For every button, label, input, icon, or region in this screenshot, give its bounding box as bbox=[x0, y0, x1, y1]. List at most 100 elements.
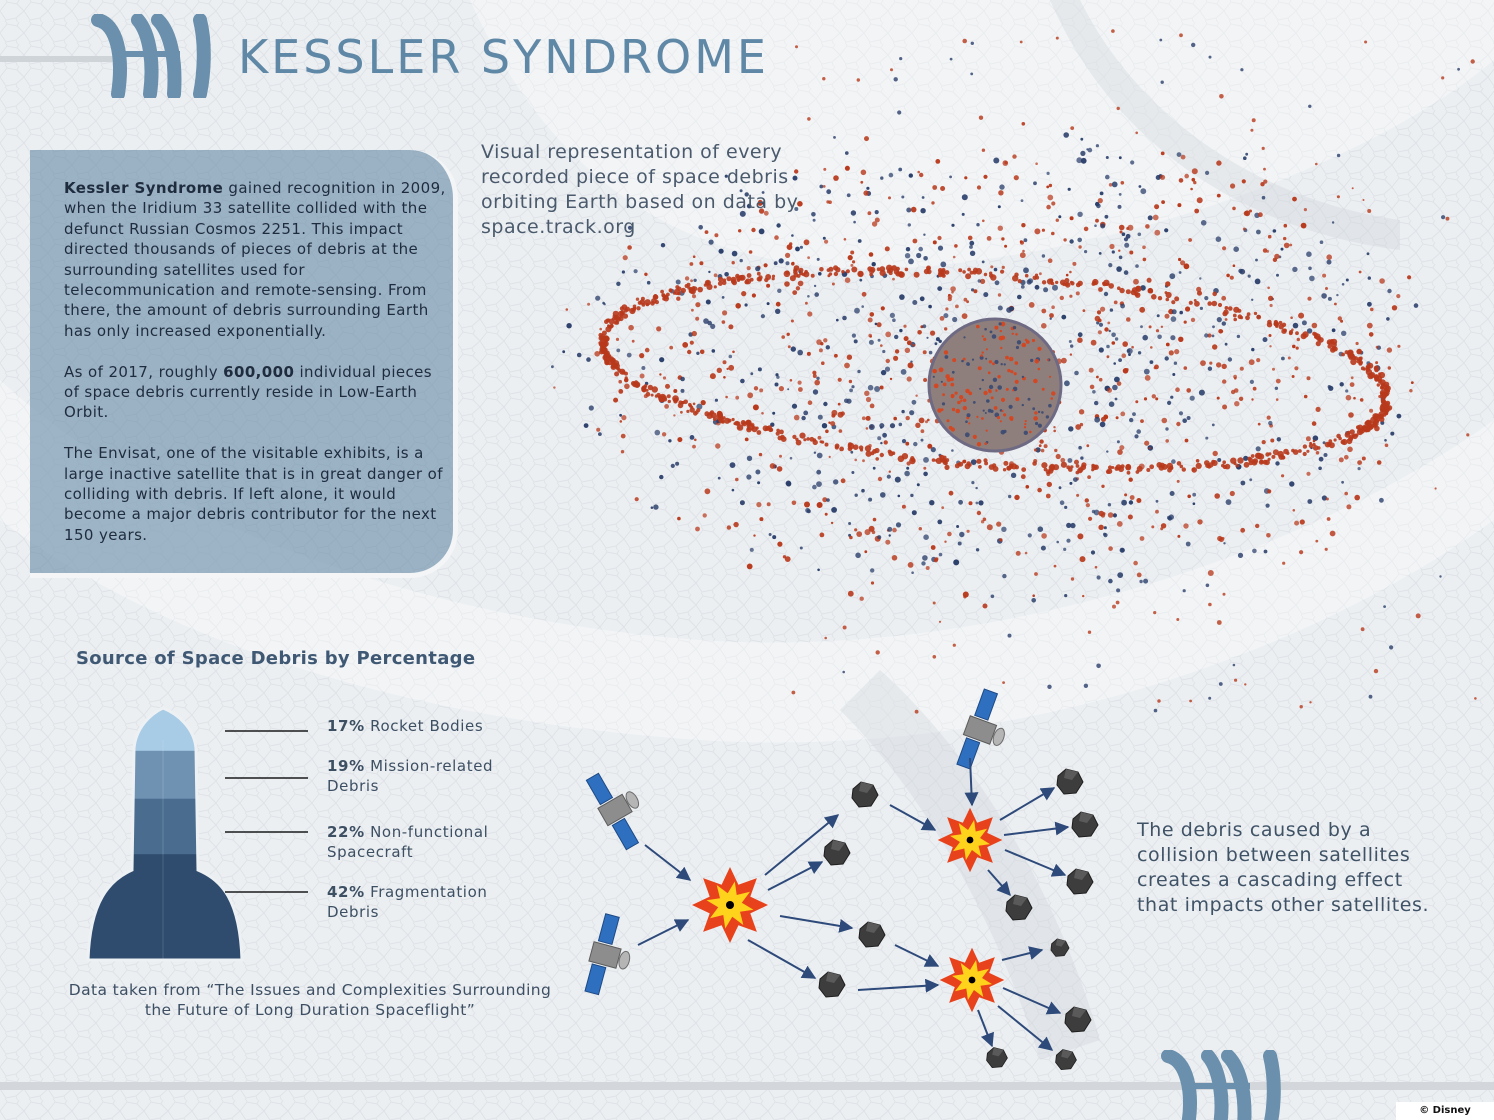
debris-dot bbox=[1097, 330, 1102, 335]
debris-dot bbox=[1281, 455, 1285, 460]
debris-icon bbox=[1056, 768, 1084, 795]
debris-dot bbox=[1124, 493, 1128, 497]
debris-dot bbox=[1080, 150, 1086, 156]
debris-dot bbox=[721, 296, 725, 299]
debris-dot bbox=[954, 244, 958, 248]
debris-dot bbox=[807, 256, 810, 259]
debris-dot bbox=[1099, 191, 1104, 196]
debris-dot bbox=[1034, 411, 1038, 415]
debris-dot bbox=[1032, 594, 1035, 597]
debris-dot bbox=[744, 303, 748, 307]
source-note: Data taken from “The Issues and Complexi… bbox=[68, 981, 552, 1019]
debris-dot bbox=[1212, 450, 1218, 457]
debris-dot bbox=[1064, 505, 1068, 509]
debris-dot bbox=[899, 294, 905, 300]
debris-dot bbox=[976, 510, 982, 516]
debris-dot bbox=[777, 541, 783, 547]
debris-dot bbox=[766, 302, 770, 306]
debris-dot bbox=[876, 322, 882, 328]
debris-dot bbox=[1318, 466, 1322, 471]
debris-dot bbox=[759, 517, 764, 522]
debris-dot bbox=[934, 342, 938, 346]
debris-dot bbox=[1299, 705, 1303, 709]
debris-dot bbox=[1046, 185, 1050, 189]
debris-dot bbox=[1158, 464, 1165, 471]
arrow-icon bbox=[894, 944, 940, 967]
debris-dot bbox=[1170, 395, 1174, 399]
debris-dot bbox=[699, 261, 704, 266]
debris-dot bbox=[844, 362, 850, 369]
debris-dot bbox=[624, 383, 630, 390]
debris-dot bbox=[641, 387, 647, 393]
debris-dot bbox=[1069, 239, 1074, 244]
debris-dot bbox=[1385, 393, 1389, 397]
debris-dot bbox=[962, 357, 966, 361]
debris-dot bbox=[1033, 416, 1038, 421]
debris-dot bbox=[834, 443, 840, 449]
debris-dot bbox=[1169, 466, 1174, 470]
debris-dot bbox=[1116, 521, 1123, 527]
debris-dot bbox=[987, 408, 992, 413]
debris-dot bbox=[1111, 181, 1118, 188]
debris-dot bbox=[1327, 341, 1331, 345]
debris-dot bbox=[1035, 275, 1040, 280]
debris-dot bbox=[1157, 334, 1162, 340]
debris-dot bbox=[1034, 359, 1040, 364]
legend-pct: 17% bbox=[327, 717, 365, 735]
debris-dot bbox=[1037, 367, 1041, 371]
debris-dot bbox=[1262, 248, 1268, 253]
debris-dot bbox=[1375, 361, 1379, 365]
debris-dot bbox=[1070, 126, 1075, 130]
debris-dot bbox=[636, 306, 641, 311]
debris-dot bbox=[932, 375, 935, 378]
debris-dot bbox=[929, 500, 935, 506]
debris-dot bbox=[1047, 684, 1052, 689]
debris-dot bbox=[1211, 334, 1215, 338]
debris-dot bbox=[1366, 252, 1370, 256]
debris-dot bbox=[921, 196, 925, 199]
debris-dot bbox=[1344, 455, 1349, 460]
debris-dot bbox=[1114, 466, 1119, 471]
debris-dot bbox=[895, 522, 902, 528]
debris-dot bbox=[626, 352, 632, 358]
debris-dot bbox=[1356, 348, 1362, 355]
arrow-icon bbox=[764, 814, 840, 876]
debris-dot bbox=[1021, 342, 1027, 348]
info-text: Kessler Syndrome gained recognition in 2… bbox=[64, 178, 446, 566]
debris-dot bbox=[1253, 311, 1258, 316]
debris-dot bbox=[613, 314, 620, 321]
debris-dot bbox=[772, 535, 777, 540]
debris-dot bbox=[904, 267, 909, 272]
debris-dot bbox=[1302, 451, 1307, 457]
debris-dot bbox=[907, 362, 914, 369]
debris-dot bbox=[828, 421, 831, 424]
debris-dot bbox=[923, 256, 928, 261]
debris-dot bbox=[1331, 221, 1335, 224]
debris-dot bbox=[1150, 346, 1153, 349]
debris-dot bbox=[997, 305, 1003, 311]
debris-dot bbox=[983, 458, 988, 463]
debris-dot bbox=[665, 383, 670, 389]
chart-bar-segment bbox=[88, 750, 242, 800]
debris-dot bbox=[621, 304, 628, 310]
debris-dot bbox=[1055, 453, 1061, 460]
debris-dot bbox=[1058, 486, 1062, 490]
debris-dot bbox=[1409, 389, 1413, 393]
debris-dot bbox=[962, 270, 966, 274]
debris-dot bbox=[619, 413, 622, 417]
debris-dot bbox=[837, 411, 844, 418]
arrow-icon bbox=[999, 787, 1056, 821]
debris-dot bbox=[784, 281, 790, 287]
debris-dot bbox=[1116, 106, 1120, 111]
debris-dot bbox=[1384, 443, 1389, 448]
debris-dot bbox=[826, 498, 830, 502]
debris-dot bbox=[682, 342, 689, 348]
debris-dot bbox=[898, 422, 903, 427]
debris-dot bbox=[856, 531, 863, 537]
debris-dot bbox=[911, 399, 917, 405]
debris-dot bbox=[680, 287, 686, 294]
debris-dot bbox=[643, 384, 648, 388]
debris-dot bbox=[884, 366, 891, 372]
arrow-icon bbox=[637, 919, 690, 946]
debris-dot bbox=[1164, 313, 1170, 319]
